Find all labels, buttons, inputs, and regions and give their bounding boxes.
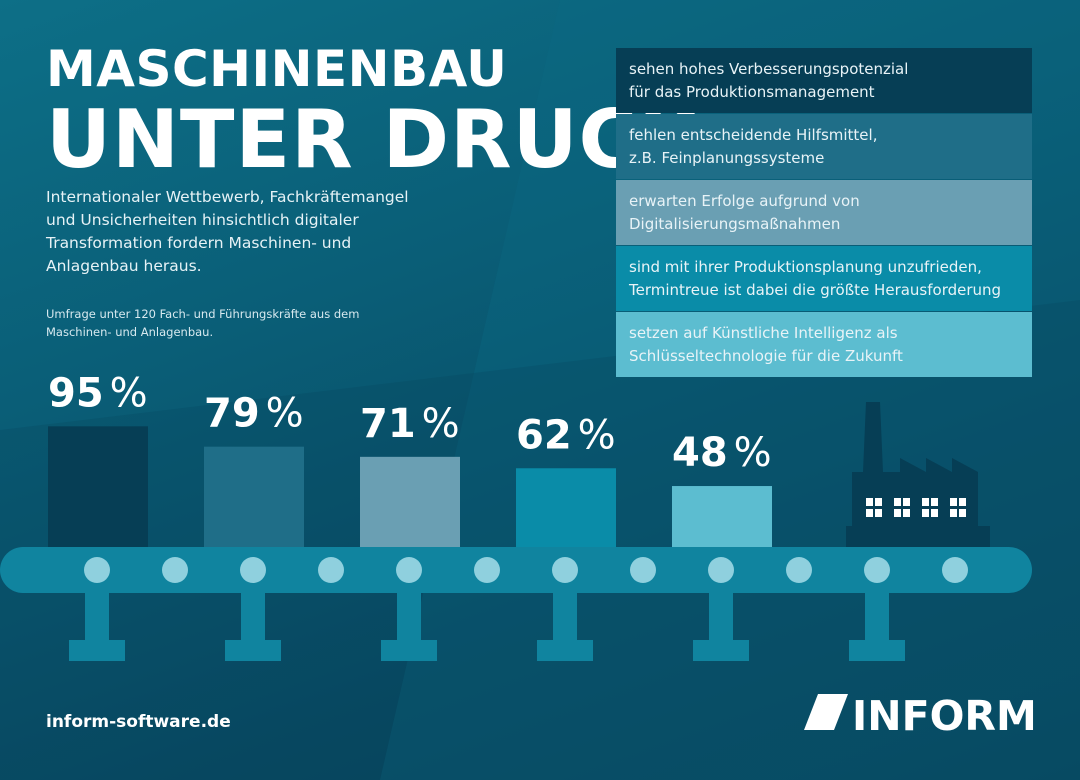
bar-label-1: 95% (48, 370, 148, 416)
legend-item-1: sehen hohes Verbesserungspotenzial für d… (616, 48, 1032, 113)
survey-note: Umfrage unter 120 Fach- und Führungskräf… (46, 307, 360, 339)
bar-3 (360, 456, 460, 547)
logo-text: INFORM (852, 694, 1036, 736)
conveyor-leg (69, 590, 125, 661)
bar-label-4: 62% (516, 412, 616, 458)
bar-2 (204, 446, 304, 547)
conveyor-roller (552, 557, 578, 583)
factory-icon (846, 402, 990, 547)
conveyor-roller (786, 557, 812, 583)
legend-item-5: setzen auf Künstliche Intelligenz als Sc… (616, 312, 1032, 377)
legend-item-4: sind mit ihrer Produktionsplanung unzufr… (616, 246, 1032, 311)
conveyor-belt-icon (0, 547, 1032, 661)
conveyor-roller (864, 557, 890, 583)
conveyor-leg (225, 590, 281, 661)
conveyor-roller (708, 557, 734, 583)
page-title: MASCHINENBAU UNTER DRUCK (46, 44, 701, 180)
bar-1 (48, 426, 148, 547)
conveyor-leg (381, 590, 437, 661)
conveyor-roller (942, 557, 968, 583)
title-line-2: UNTER DRUCK (46, 93, 702, 186)
legend-item-4-line2: Termintreue ist dabei die größte Herausf… (629, 281, 1002, 299)
conveyor-roller (474, 557, 500, 583)
inform-logo-icon[interactable]: INFORM (804, 694, 1036, 736)
legend-item-3-line1: erwarten Erfolge aufgrund von (629, 192, 860, 210)
legend-item-3: erwarten Erfolge aufgrund von Digitalisi… (616, 180, 1032, 245)
bar-label-3: 71% (360, 401, 460, 447)
bar-5 (672, 486, 772, 547)
conveyor-leg (537, 590, 593, 661)
title-line-1: MASCHINENBAU (46, 40, 508, 98)
legend-item-2-line1: fehlen entscheidende Hilfsmittel, (629, 126, 878, 144)
bar-4 (516, 468, 616, 547)
legend-item-2-line2: z.B. Feinplanungssysteme (629, 149, 825, 167)
conveyor-roller (630, 557, 656, 583)
legend-item-1-line1: sehen hohes Verbesserungspotenzial (629, 60, 909, 78)
conveyor-roller (240, 557, 266, 583)
conveyor-roller (162, 557, 188, 583)
legend-item-2: fehlen entscheidende Hilfsmittel, z.B. F… (616, 114, 1032, 179)
legend: sehen hohes Verbesserungspotenzial für d… (616, 48, 1032, 378)
footer-url[interactable]: inform-software.de (46, 712, 231, 732)
conveyor-roller (84, 557, 110, 583)
bar-label-2: 79% (204, 391, 304, 437)
legend-item-4-line1: sind mit ihrer Produktionsplanung unzufr… (629, 258, 982, 276)
legend-item-5-line1: setzen auf Künstliche Intelligenz als (629, 324, 898, 342)
legend-item-1-line2: für das Produktionsmanagement (629, 83, 875, 101)
legend-item-3-line2: Digitalisierungsmaßnahmen (629, 215, 841, 233)
conveyor-roller (318, 557, 344, 583)
legend-item-5-line2: Schlüsseltechnologie für die Zukunft (629, 347, 903, 365)
conveyor-roller (396, 557, 422, 583)
conveyor-leg (849, 590, 905, 661)
conveyor-leg (693, 590, 749, 661)
intro-description: Internationaler Wettbewerb, Fachkräftema… (46, 188, 409, 275)
bar-label-5: 48% (672, 430, 772, 476)
